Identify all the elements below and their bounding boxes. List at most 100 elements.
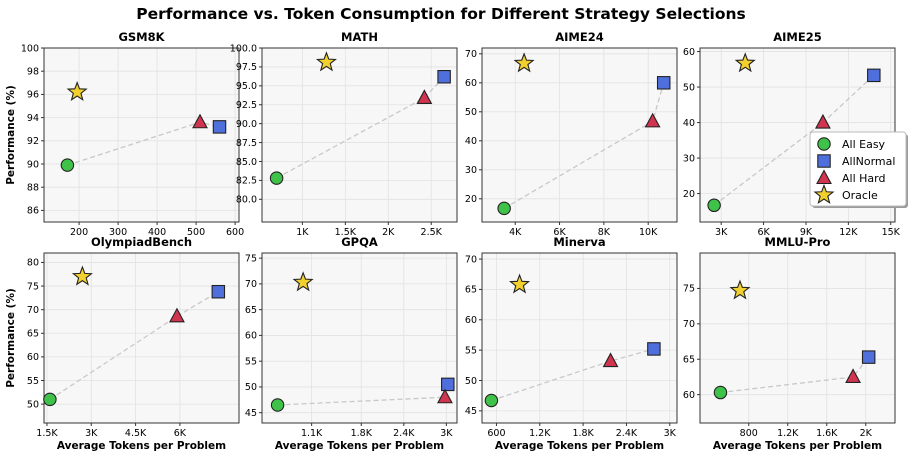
x-tick-label: 1.6K <box>816 428 838 439</box>
x-tick-label: 15K <box>882 227 901 238</box>
point-all-hard <box>416 89 433 104</box>
subplot-gpqa: 45 50 55 60 65 70 75 1.1K 1.8K 2.4K 3K GPQA Average … <box>245 235 458 452</box>
point-all-easy <box>269 171 284 185</box>
trend-line <box>720 356 870 394</box>
plot-frame <box>699 252 896 424</box>
point-oracle <box>66 81 88 102</box>
point-allnormal <box>437 69 451 84</box>
x-tick-label: 2K <box>382 227 395 238</box>
plot-background <box>262 253 457 423</box>
y-tick-label: 50 <box>465 376 477 387</box>
x-tick-label: 10K <box>639 227 658 238</box>
y-tick-label: 45 <box>245 408 257 419</box>
y-axis-label: Performance (%) <box>5 288 17 388</box>
y-tick-label: 55 <box>465 345 477 356</box>
y-tick-label: 60 <box>465 315 477 326</box>
plot-frame <box>481 252 678 424</box>
y-tick-label: 30 <box>683 153 695 164</box>
x-tick-label: 800 <box>740 428 758 439</box>
point-allnormal <box>211 284 226 299</box>
subplot-mmlu-pro: 60 65 70 75 800 1.2K 1.6K 2K MMLU-Pro Average Tok… <box>683 235 896 452</box>
subplot-title: MATH <box>341 30 378 44</box>
plot-background <box>44 253 239 423</box>
legend-marker-allnormal <box>817 154 831 168</box>
y-axis-label: Performance (%) <box>5 85 17 185</box>
y-tick-label: 90.0 <box>236 119 257 130</box>
point-all-hard <box>192 113 208 129</box>
subplot-title: Minerva <box>553 235 605 249</box>
y-tick-label: 65 <box>245 305 257 316</box>
point-allnormal <box>867 68 881 83</box>
point-all-hard <box>169 307 185 323</box>
subplot-title: AIME25 <box>773 30 821 44</box>
x-tick-label: 1.2K <box>777 428 799 439</box>
y-tick-label: 75 <box>245 253 257 264</box>
x-tick-label: 2K <box>860 428 873 439</box>
plot-background <box>482 253 677 423</box>
y-tick-label: 50 <box>27 399 39 410</box>
plot-frame <box>481 47 678 223</box>
x-axis-label: Average Tokens per Problem <box>713 440 882 452</box>
legend: All Easy AllNormal All Hard Oracle <box>809 131 908 208</box>
x-tick-label: 9K <box>800 227 813 238</box>
y-tick-label: 60 <box>465 78 477 89</box>
subplot-gsm8k: 86 88 90 92 94 96 98 100 200 300 400 500 600 GSM8K Per… <box>5 30 244 238</box>
legend-box <box>809 131 907 207</box>
y-tick-label: 94 <box>27 113 39 124</box>
x-tick-label: 500 <box>187 227 205 238</box>
point-all-easy <box>497 201 511 216</box>
x-tick-label: 1K <box>296 227 309 238</box>
x-tick-label: 4K <box>509 227 522 238</box>
y-tick-label: 95.0 <box>236 81 257 92</box>
y-tick-label: 50 <box>245 382 257 393</box>
x-tick-label: 3K <box>715 227 728 238</box>
x-tick-label: 1.8K <box>351 428 373 439</box>
subplot-aime24: 20 30 40 50 60 70 4K 6K 8K 10K AIME24 <box>465 30 678 238</box>
x-tick-label: 3K <box>440 428 453 439</box>
point-all-easy <box>43 392 57 407</box>
trend-line <box>491 348 655 402</box>
x-tick-label: 8K <box>598 227 611 238</box>
y-tick-label: 60 <box>683 390 695 401</box>
y-tick-label: 82.5 <box>236 176 257 187</box>
y-tick-label: 75 <box>27 281 39 292</box>
y-tick-label: 45 <box>465 406 477 417</box>
trend-line <box>49 291 219 400</box>
y-tick-label: 65 <box>683 355 695 366</box>
plot-background <box>482 48 677 222</box>
x-tick-label: 2.5K <box>421 227 443 238</box>
subplot-title: AIME24 <box>555 30 603 44</box>
x-tick-label: 1.1K <box>301 428 323 439</box>
y-tick-label: 20 <box>465 194 477 205</box>
y-tick-label: 87.5 <box>236 138 257 149</box>
y-tick-label: 92 <box>27 136 39 147</box>
y-tick-label: 80.0 <box>236 195 257 206</box>
legend-marker-all-easy <box>817 137 831 151</box>
subplots-container: 86 88 90 92 94 96 98 100 200 300 400 500 600 GSM8K Per… <box>5 30 901 452</box>
point-all-easy <box>484 393 499 408</box>
y-tick-label: 60 <box>683 47 695 58</box>
y-tick-label: 60 <box>245 331 257 342</box>
x-tick-label: 6K <box>553 227 566 238</box>
point-oracle <box>315 51 337 72</box>
point-allnormal <box>861 350 876 364</box>
y-tick-label: 30 <box>465 165 477 176</box>
y-tick-label: 100.0 <box>230 43 257 54</box>
legend-label: All Easy <box>842 138 886 151</box>
x-axis-label: Average Tokens per Problem <box>495 440 664 452</box>
point-oracle <box>734 52 756 73</box>
y-tick-label: 90 <box>27 159 39 170</box>
y-tick-label: 98 <box>27 67 39 78</box>
legend-marker-all-hard <box>816 169 832 185</box>
x-tick-label: 6K <box>757 227 770 238</box>
y-tick-label: 100 <box>21 43 39 54</box>
y-tick-label: 86 <box>27 206 39 217</box>
point-allnormal <box>656 76 671 90</box>
point-oracle <box>292 271 314 292</box>
plot-frame <box>261 252 458 424</box>
y-tick-label: 70 <box>27 305 39 316</box>
point-all-easy <box>270 398 285 412</box>
legend-label: AllNormal <box>842 155 895 168</box>
y-tick-label: 70 <box>465 254 477 265</box>
